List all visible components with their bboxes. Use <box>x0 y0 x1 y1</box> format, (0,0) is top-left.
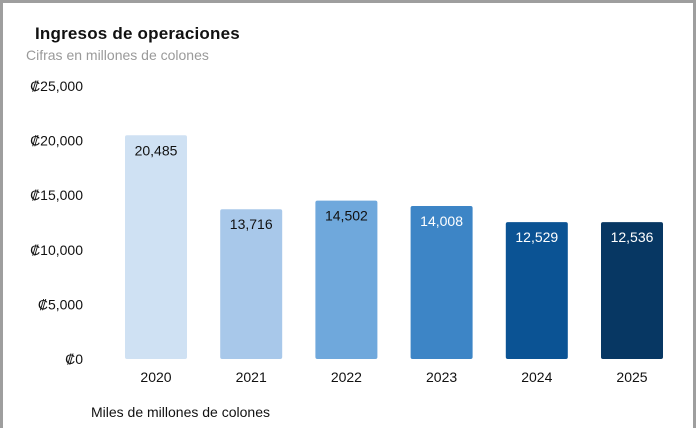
chart-footnote: Miles de millones de colones <box>91 404 270 420</box>
y-tick-label: ₡0 <box>65 351 83 367</box>
chart-title: Ingresos de operaciones <box>35 24 240 43</box>
x-tick-label-2024: 2024 <box>521 369 552 385</box>
x-tick-label-2020: 2020 <box>140 369 171 385</box>
bar-2023 <box>410 206 473 359</box>
bar-2025 <box>601 222 663 359</box>
y-tick-label: ₡20,000 <box>30 133 83 149</box>
y-tick-label: ₡10,000 <box>30 242 83 258</box>
data-label-2023: 14,008 <box>420 213 463 229</box>
x-tick-label-2023: 2023 <box>426 369 457 385</box>
data-label-2022: 14,502 <box>325 208 368 224</box>
bar-2021 <box>220 209 283 359</box>
x-tick-label-2025: 2025 <box>616 369 647 385</box>
chart-subtitle: Cifras en millones de colones <box>26 47 209 63</box>
y-tick-label: ₡25,000 <box>30 78 83 94</box>
bar-chart: ₡0 ₡5,000 ₡10,000 ₡15,000 ₡20,000 ₡25,000 20,4… <box>30 78 663 385</box>
bar-2022 <box>315 200 378 359</box>
y-tick-label: ₡5,000 <box>38 296 83 312</box>
x-tick-label-2022: 2022 <box>331 369 362 385</box>
bar-2020 <box>125 135 187 359</box>
data-label-2025: 12,536 <box>611 229 654 245</box>
x-tick-label-2021: 2021 <box>236 369 267 385</box>
bar-2024 <box>505 222 568 359</box>
data-label-2021: 13,716 <box>230 216 273 232</box>
data-label-2020: 20,485 <box>135 142 178 158</box>
y-tick-label: ₡15,000 <box>30 187 83 203</box>
data-label-2024: 12,529 <box>515 229 558 245</box>
